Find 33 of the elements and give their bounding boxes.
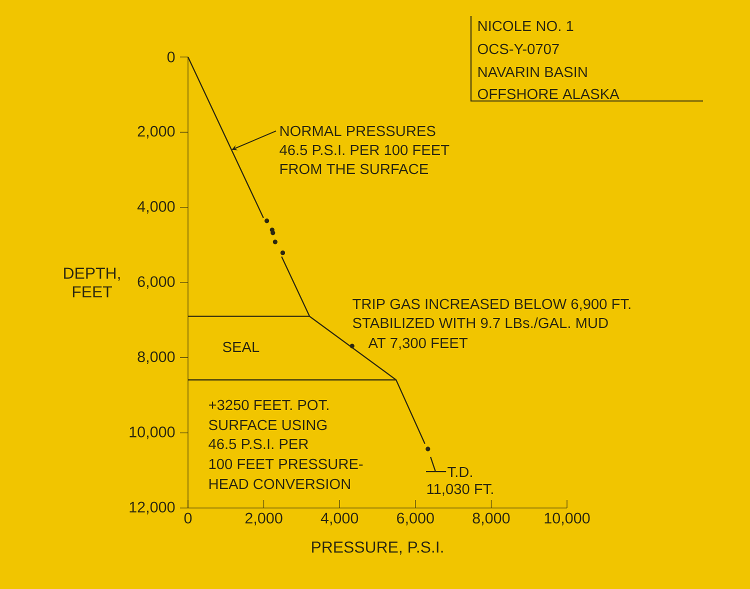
y-tick-label: 4,000: [137, 201, 175, 214]
y-tick-label: 6,000: [138, 276, 175, 289]
annotation: STABILIZED WITH 9.7 LBs./GAL. MUD: [352, 317, 608, 328]
y-tick-label: 12,000: [130, 502, 175, 514]
x-tick-label: 8,000: [472, 512, 510, 526]
annotation: 46.5 P.S.I. PER 100 FEET: [280, 144, 450, 156]
x-tick-label: 10,000: [544, 512, 590, 526]
text: NICOLE NO. 1: [478, 20, 574, 32]
text: OCS-Y-0707: [478, 44, 559, 54]
annotation: T.D.: [448, 466, 472, 478]
y-tick-label: 0: [167, 52, 175, 62]
annotation: 100 FEET PRESSURE-: [209, 458, 363, 470]
annotation: 46.5 P.S.I. PER: [208, 438, 308, 450]
annotation: TRIP GAS INCREASED BELOW 6,900 FT.: [352, 298, 630, 311]
x-tick-label: 4,000: [320, 512, 358, 526]
annotation: 11,030 FT.: [427, 484, 493, 496]
annotation: +3250 FEET. POT.: [208, 400, 328, 410]
y-axis-title: DEPTH, FEET: [64, 268, 120, 298]
annotation: AT 7,300 FEET: [368, 338, 468, 350]
x-tick-label: 2,000: [245, 512, 282, 526]
y-tick-label: 2,000: [138, 126, 175, 138]
annotation: OFFSHORE ALASKA: [478, 88, 620, 100]
annotation: FROM THE SURFACE: [280, 164, 428, 174]
annotation: SURFACE USING: [208, 420, 327, 430]
x-tick-label: 6,000: [397, 512, 434, 526]
y-tick-label: 8,000: [138, 351, 175, 364]
x-axis-title: PRESSURE, P.S.I.: [312, 541, 443, 555]
x-tick-label: 0: [184, 512, 192, 524]
annotation: NORMAL PRESSURES: [280, 126, 436, 136]
annotation: SEAL: [222, 342, 260, 352]
annotation: NAVARIN BASIN: [478, 66, 587, 78]
annotation: HEAD CONVERSION: [209, 478, 350, 490]
y-tick-label: 10,000: [130, 426, 175, 440]
